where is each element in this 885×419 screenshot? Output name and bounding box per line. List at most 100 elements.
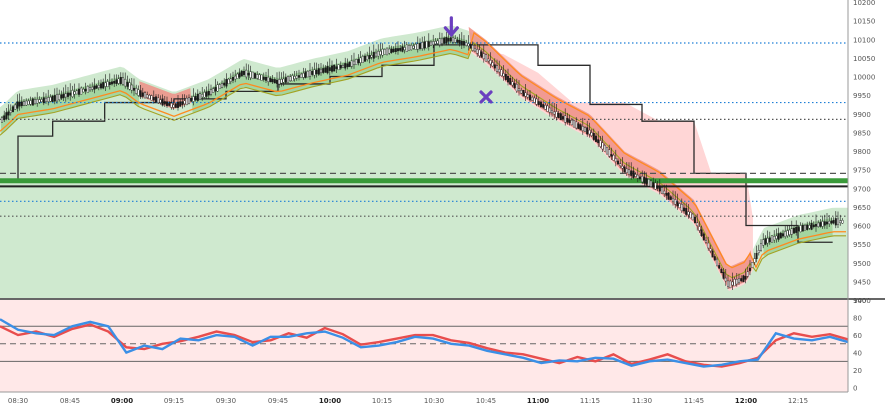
candle-body — [694, 216, 697, 224]
candle-body — [430, 41, 433, 46]
time-tick-label: 09:15 — [164, 397, 184, 405]
candle-body — [333, 64, 336, 72]
candle-body — [267, 76, 270, 82]
candle-body — [40, 99, 43, 103]
candle-body — [99, 83, 102, 89]
candle-body — [452, 37, 455, 43]
candle-body — [115, 79, 118, 84]
candle-body — [779, 232, 782, 239]
time-tick-label: 11:15 — [580, 397, 600, 405]
candle-body — [36, 99, 39, 104]
price-tick-label: 10100 — [853, 36, 875, 44]
candle-body — [146, 94, 149, 98]
candle-body — [709, 248, 712, 252]
candle-body — [696, 222, 699, 226]
time-tick-label: 10:15 — [372, 397, 392, 405]
time-tick-label: 09:00 — [111, 397, 133, 405]
candle-body — [66, 92, 69, 97]
candle-body — [77, 88, 80, 95]
candle-body — [489, 60, 492, 65]
candle-body — [799, 225, 802, 233]
candle-body — [445, 37, 448, 44]
candle-body — [669, 196, 672, 200]
candle-body — [480, 51, 483, 58]
candle-body — [359, 57, 362, 63]
candle-body — [742, 275, 745, 283]
candle-body — [132, 87, 135, 91]
candle-body — [597, 139, 600, 144]
candle-body — [601, 142, 604, 150]
candle-body — [258, 74, 261, 80]
candle-body — [282, 78, 285, 83]
candle-body — [311, 70, 314, 75]
candle-body — [276, 79, 279, 84]
candle-body — [493, 64, 496, 69]
candle-body — [474, 47, 477, 52]
candle-body — [383, 49, 386, 55]
candle-body — [1, 117, 4, 123]
candle-body — [346, 63, 349, 68]
candle-body — [773, 236, 776, 241]
candle-body — [317, 68, 320, 75]
candle-body — [419, 43, 422, 49]
bear-cloud — [468, 26, 753, 289]
candle-body — [223, 82, 226, 86]
candle-body — [817, 222, 820, 228]
candle-body — [482, 53, 485, 60]
candle-body — [837, 218, 840, 225]
candle-body — [603, 145, 606, 152]
candle-body — [168, 103, 171, 106]
candle-body — [685, 207, 688, 215]
candle-body — [469, 44, 472, 49]
candle-body — [141, 92, 144, 97]
candle-body — [185, 97, 188, 106]
price-tick-label: 10050 — [853, 55, 875, 63]
candle-body — [16, 101, 19, 109]
candle-body — [337, 64, 340, 71]
candle-body — [487, 58, 490, 62]
candle-body — [207, 91, 210, 96]
candle-body — [139, 90, 142, 98]
candle-body — [634, 174, 637, 177]
candle-body — [368, 55, 371, 60]
candle-body — [416, 43, 419, 50]
candle-body — [518, 88, 521, 92]
candle-body — [722, 271, 725, 279]
candle-body — [95, 85, 98, 89]
candle-body — [181, 101, 184, 105]
candle-body — [729, 280, 732, 289]
candle-body — [128, 82, 131, 90]
olive-line — [0, 41, 846, 279]
candle-body — [680, 204, 683, 212]
candle-body — [289, 76, 292, 82]
stop-line — [0, 44, 833, 243]
candle-body — [535, 98, 538, 105]
candle-body — [91, 86, 94, 90]
candle-body — [236, 73, 239, 79]
candle-body — [300, 73, 303, 78]
candle-body — [832, 220, 835, 224]
candle-body — [608, 149, 611, 157]
candle-body — [507, 76, 510, 83]
candle-body — [760, 243, 763, 251]
candle-body — [102, 82, 105, 89]
price-tick-label: 10200 — [853, 0, 875, 7]
candle-body — [810, 222, 813, 230]
candle-body — [73, 91, 76, 95]
price-tick-label: 9400 — [853, 297, 871, 305]
candle-body — [394, 48, 397, 52]
candle-body — [355, 59, 358, 65]
candle-body — [650, 180, 653, 187]
candle-body — [216, 84, 219, 92]
candle-body — [612, 154, 615, 161]
candle-body — [744, 276, 747, 280]
candle-body — [581, 126, 584, 131]
candle-body — [524, 92, 527, 97]
candle-body — [436, 40, 439, 44]
osc-tick-label: 100 — [853, 297, 866, 305]
candle-body — [53, 95, 56, 102]
candle-body — [86, 86, 89, 93]
price-tick-label: 9600 — [853, 223, 871, 231]
